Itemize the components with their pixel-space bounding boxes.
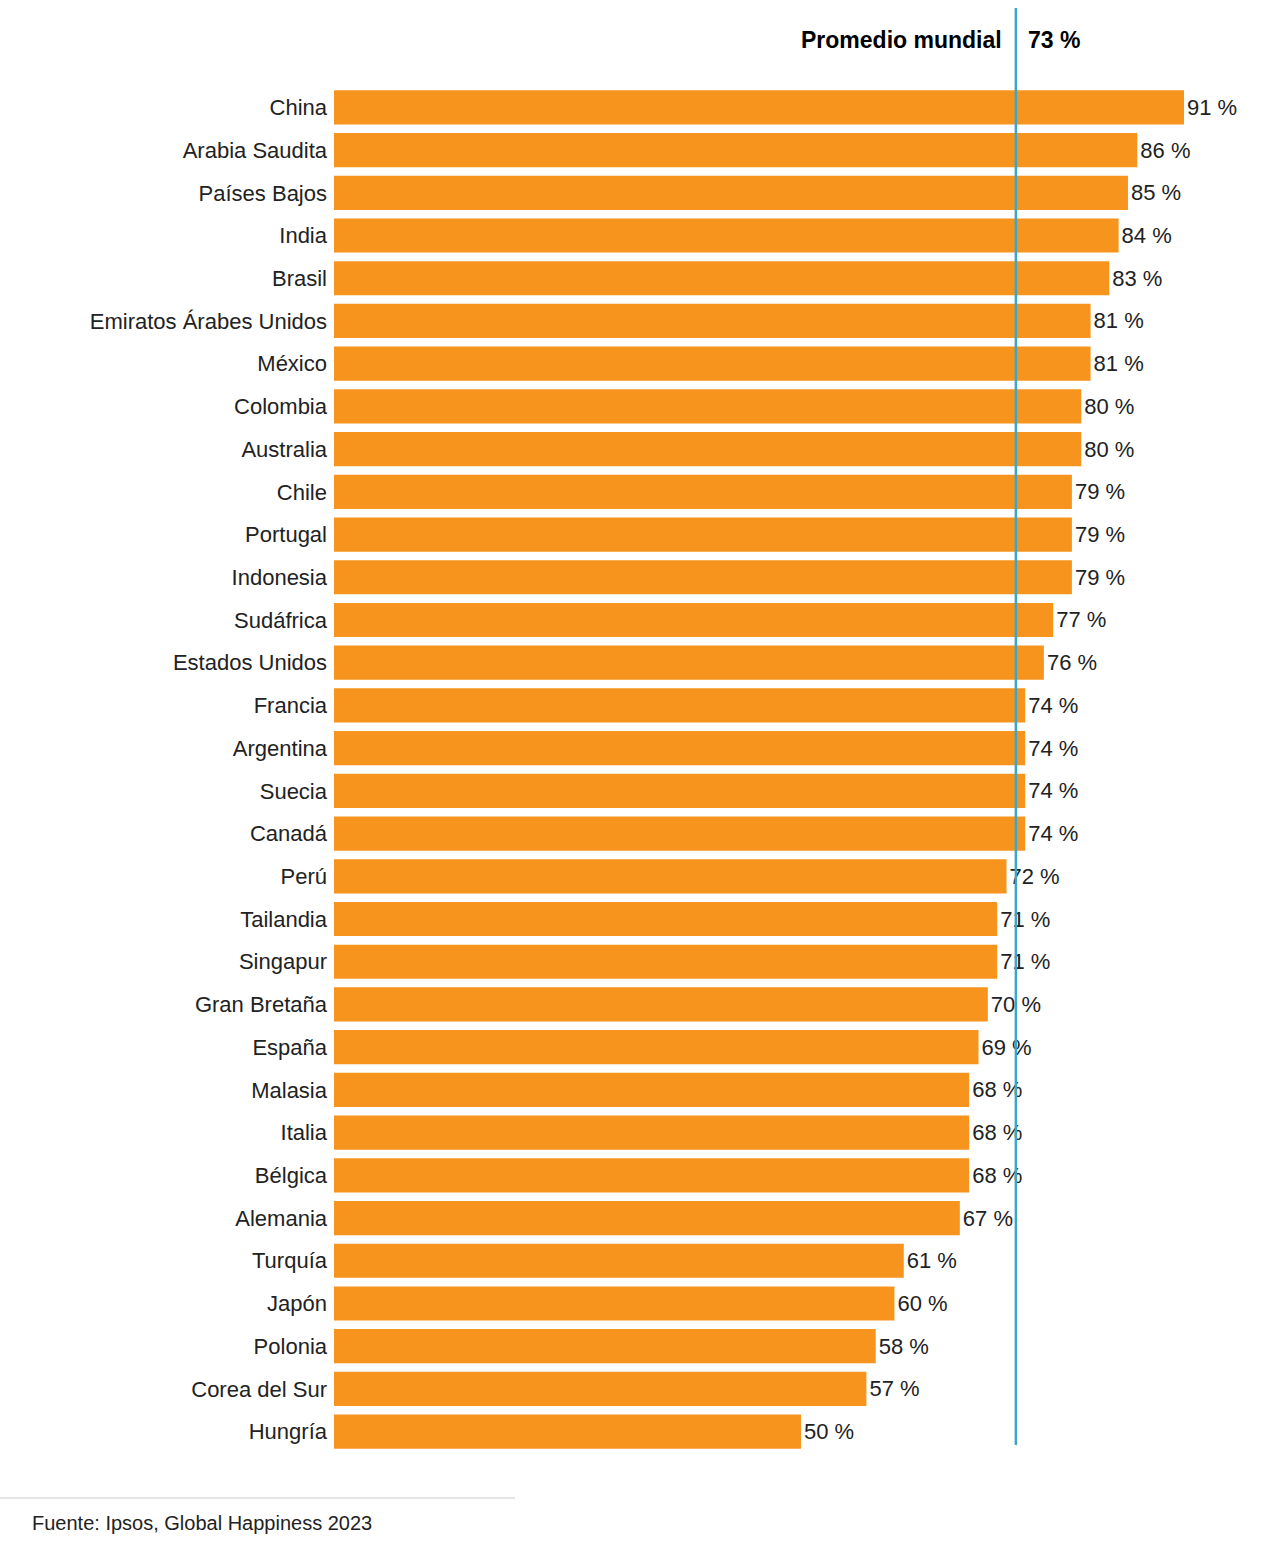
svg-text:67 %: 67 % [963, 1206, 1013, 1231]
svg-text:España: España [252, 1035, 327, 1060]
svg-text:50 %: 50 % [804, 1419, 854, 1444]
svg-text:Fuente: Ipsos, Global Happines: Fuente: Ipsos, Global Happiness 2023 [32, 1512, 372, 1534]
svg-text:71 %: 71 % [1000, 907, 1050, 932]
svg-text:Tailandia: Tailandia [240, 907, 328, 932]
svg-text:74 %: 74 % [1028, 778, 1078, 803]
svg-text:Portugal: Portugal [245, 522, 327, 547]
svg-text:Gran Bretaña: Gran Bretaña [195, 992, 328, 1017]
svg-text:76 %: 76 % [1047, 650, 1097, 675]
svg-text:China: China [270, 95, 328, 120]
svg-text:Emiratos Árabes Unidos: Emiratos Árabes Unidos [90, 309, 327, 334]
svg-text:74 %: 74 % [1028, 821, 1078, 846]
svg-text:83 %: 83 % [1112, 266, 1162, 291]
svg-text:79 %: 79 % [1075, 565, 1125, 590]
svg-text:68 %: 68 % [972, 1077, 1022, 1102]
svg-text:69 %: 69 % [982, 1035, 1032, 1060]
svg-text:74 %: 74 % [1028, 693, 1078, 718]
svg-text:86 %: 86 % [1140, 138, 1190, 163]
svg-text:77 %: 77 % [1056, 607, 1106, 632]
svg-text:México: México [257, 351, 327, 376]
svg-text:Chile: Chile [277, 480, 327, 505]
svg-text:Colombia: Colombia [234, 394, 328, 419]
svg-text:Suecia: Suecia [260, 779, 328, 804]
svg-text:Malasia: Malasia [251, 1078, 328, 1103]
svg-text:Arabia Saudita: Arabia Saudita [183, 138, 328, 163]
svg-text:Japón: Japón [267, 1291, 327, 1316]
svg-text:Argentina: Argentina [233, 736, 328, 761]
svg-text:84 %: 84 % [1122, 223, 1172, 248]
svg-text:Perú: Perú [281, 864, 327, 889]
svg-text:Indonesia: Indonesia [232, 565, 328, 590]
svg-text:Países Bajos: Países Bajos [199, 181, 327, 206]
svg-text:80 %: 80 % [1084, 437, 1134, 462]
svg-text:Brasil: Brasil [272, 266, 327, 291]
svg-text:Hungría: Hungría [249, 1419, 328, 1444]
svg-text:79 %: 79 % [1075, 522, 1125, 547]
svg-text:Estados Unidos: Estados Unidos [173, 650, 327, 675]
svg-text:Polonia: Polonia [254, 1334, 328, 1359]
svg-text:71 %: 71 % [1000, 949, 1050, 974]
svg-text:74 %: 74 % [1028, 736, 1078, 761]
svg-text:85 %: 85 % [1131, 180, 1181, 205]
svg-text:81 %: 81 % [1094, 351, 1144, 376]
svg-text:Singapur: Singapur [239, 949, 327, 974]
svg-text:70 %: 70 % [991, 992, 1041, 1017]
svg-text:Australia: Australia [241, 437, 327, 462]
svg-text:79 %: 79 % [1075, 479, 1125, 504]
svg-text:80 %: 80 % [1084, 394, 1134, 419]
svg-text:58 %: 58 % [879, 1334, 929, 1359]
svg-text:Francia: Francia [254, 693, 328, 718]
svg-text:Sudáfrica: Sudáfrica [234, 608, 328, 633]
svg-text:72 %: 72 % [1010, 864, 1060, 889]
svg-text:61 %: 61 % [907, 1248, 957, 1273]
svg-text:Promedio mundial: Promedio mundial [801, 27, 1002, 53]
svg-text:Bélgica: Bélgica [255, 1163, 328, 1188]
svg-text:Alemania: Alemania [235, 1206, 327, 1231]
svg-text:57 %: 57 % [869, 1376, 919, 1401]
svg-text:68 %: 68 % [972, 1163, 1022, 1188]
svg-text:India: India [279, 223, 327, 248]
svg-text:Italia: Italia [281, 1120, 328, 1145]
svg-text:68 %: 68 % [972, 1120, 1022, 1145]
svg-text:73 %: 73 % [1028, 27, 1080, 53]
svg-text:91 %: 91 % [1187, 95, 1237, 120]
svg-text:81 %: 81 % [1094, 308, 1144, 333]
svg-text:Turquía: Turquía [252, 1248, 328, 1273]
svg-text:Canadá: Canadá [250, 821, 328, 846]
svg-text:60 %: 60 % [897, 1291, 947, 1316]
svg-text:Corea del Sur: Corea del Sur [191, 1377, 327, 1402]
